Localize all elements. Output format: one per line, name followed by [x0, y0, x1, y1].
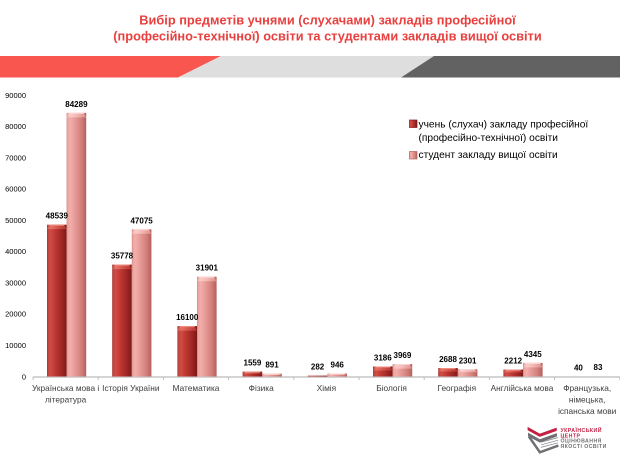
svg-text:німецька,: німецька, — [569, 395, 606, 405]
svg-text:УКРАЇНСЬКИЙ: УКРАЇНСЬКИЙ — [561, 426, 602, 434]
svg-text:іспанська мови: іспанська мови — [558, 406, 617, 416]
svg-text:література: література — [45, 395, 87, 405]
svg-text:ЦЕНТР: ЦЕНТР — [561, 433, 581, 439]
svg-text:Історія України: Історія України — [102, 383, 160, 393]
svg-text:ЯКОСТІ ОСВІТИ: ЯКОСТІ ОСВІТИ — [561, 444, 607, 450]
svg-text:3186: 3186 — [374, 354, 392, 363]
svg-text:2212: 2212 — [504, 357, 522, 366]
svg-text:0: 0 — [22, 372, 26, 381]
svg-text:60000: 60000 — [5, 185, 26, 194]
svg-text:(професійно-технічної) освіти: (професійно-технічної) освіти — [419, 132, 558, 144]
svg-text:Біологія: Біологія — [376, 383, 407, 393]
svg-text:31901: 31901 — [196, 264, 219, 273]
svg-text:47075: 47075 — [130, 216, 153, 225]
svg-text:Географія: Географія — [438, 383, 477, 393]
svg-text:Хімія: Хімія — [317, 383, 336, 393]
svg-text:282: 282 — [311, 363, 325, 372]
svg-text:40000: 40000 — [5, 247, 26, 256]
svg-text:4345: 4345 — [524, 350, 542, 359]
svg-text:ОЦІНЮВАННЯ: ОЦІНЮВАННЯ — [561, 439, 602, 445]
svg-text:Фізика: Фізика — [249, 383, 274, 393]
svg-text:70000: 70000 — [5, 153, 26, 162]
svg-text:Українська мова і: Українська мова і — [32, 383, 99, 393]
svg-text:1559: 1559 — [244, 359, 262, 368]
svg-text:(професійно-технічної) освіти: (професійно-технічної) освіти та студент… — [113, 29, 541, 44]
svg-text:16100: 16100 — [176, 313, 199, 322]
svg-text:студент закладу вищої освіти: студент закладу вищої освіти — [419, 150, 558, 161]
svg-text:48539: 48539 — [46, 212, 69, 221]
svg-text:90000: 90000 — [5, 91, 26, 100]
svg-text:83: 83 — [594, 363, 603, 372]
svg-text:учень (слухач) закладу професі: учень (слухач) закладу професійної — [419, 119, 589, 131]
svg-text:946: 946 — [331, 361, 345, 370]
svg-text:Математика: Математика — [173, 383, 220, 393]
svg-text:Англійська мова: Англійська мова — [491, 383, 554, 393]
svg-text:84289: 84289 — [65, 100, 88, 109]
svg-text:3969: 3969 — [394, 351, 412, 360]
svg-text:2688: 2688 — [439, 355, 457, 364]
svg-text:50000: 50000 — [5, 216, 26, 225]
svg-text:Французька,: Французька, — [563, 383, 611, 393]
svg-text:2301: 2301 — [459, 356, 477, 365]
svg-text:30000: 30000 — [5, 279, 26, 288]
svg-text:20000: 20000 — [5, 310, 26, 319]
svg-text:Вибір предметів учнями (слухач: Вибір предметів учнями (слухачами) закла… — [139, 12, 516, 27]
svg-text:10000: 10000 — [5, 341, 26, 350]
svg-text:40: 40 — [574, 363, 583, 372]
svg-text:35778: 35778 — [111, 252, 134, 261]
svg-text:891: 891 — [265, 361, 279, 370]
svg-text:80000: 80000 — [5, 122, 26, 131]
